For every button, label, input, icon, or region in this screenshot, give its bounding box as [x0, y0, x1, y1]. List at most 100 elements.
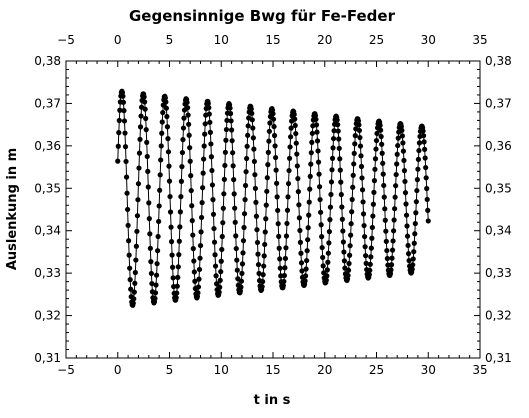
data-point	[326, 229, 333, 235]
y-tick-label-left: 0,32	[34, 309, 61, 323]
data-point	[200, 170, 206, 176]
data-point	[135, 197, 141, 203]
data-point	[197, 242, 204, 249]
data-point	[125, 222, 131, 229]
data-point	[413, 199, 419, 205]
data-point	[422, 146, 428, 152]
data-point	[324, 273, 330, 279]
data-point	[325, 250, 331, 256]
data-point	[378, 133, 384, 140]
data-point	[164, 124, 171, 130]
data-point	[341, 249, 347, 255]
data-point	[184, 99, 190, 106]
data-point	[135, 181, 142, 187]
data-point	[307, 186, 313, 192]
data-point	[330, 135, 337, 142]
data-point	[349, 209, 355, 215]
data-point	[263, 216, 269, 222]
data-point	[369, 224, 375, 231]
data-point	[191, 269, 197, 275]
data-point	[295, 175, 301, 182]
y-tick-label-left: 0,34	[34, 224, 61, 238]
data-point	[275, 207, 281, 214]
data-point	[241, 211, 248, 217]
data-point	[402, 190, 409, 196]
data-point	[192, 278, 198, 284]
data-point	[144, 153, 150, 160]
data-point	[252, 172, 258, 178]
data-point	[356, 122, 362, 128]
x-tick-label-bottom: 25	[369, 363, 384, 377]
data-point	[383, 228, 389, 234]
data-point	[197, 255, 203, 261]
data-point	[287, 144, 293, 150]
data-point	[262, 241, 268, 248]
data-point	[137, 124, 144, 130]
data-point	[292, 122, 298, 129]
data-point	[124, 190, 130, 196]
data-point	[316, 171, 322, 177]
data-point	[267, 120, 273, 126]
data-point	[363, 253, 369, 259]
data-point	[404, 223, 410, 229]
data-point	[178, 194, 184, 200]
data-point	[282, 265, 288, 271]
data-point	[144, 139, 150, 145]
data-point	[349, 196, 355, 203]
data-point	[133, 243, 139, 249]
data-point	[368, 254, 374, 260]
data-point	[132, 269, 138, 276]
data-point	[195, 290, 201, 296]
data-point	[325, 259, 331, 265]
data-point	[329, 167, 335, 173]
data-point	[399, 127, 405, 133]
data-point	[120, 93, 126, 99]
data-point	[313, 122, 320, 128]
y-tick-label-left: 0,35	[34, 181, 61, 195]
data-point	[366, 272, 372, 278]
data-point	[188, 187, 194, 194]
data-point	[238, 278, 245, 284]
data-point	[189, 218, 195, 224]
data-point	[392, 194, 398, 200]
data-point	[260, 278, 266, 285]
data-point	[122, 130, 128, 136]
data-point	[241, 224, 247, 231]
data-point	[256, 270, 262, 277]
data-point	[384, 255, 390, 262]
data-point	[218, 269, 224, 275]
data-point	[295, 189, 301, 195]
data-point	[272, 143, 278, 149]
data-point	[374, 130, 380, 137]
data-point	[232, 219, 238, 225]
data-point	[355, 118, 361, 124]
data-point	[229, 138, 235, 144]
data-point	[217, 277, 223, 283]
data-point	[298, 250, 304, 256]
data-point	[308, 150, 314, 156]
data-point	[131, 289, 137, 295]
data-point	[327, 217, 333, 223]
data-point	[233, 233, 239, 239]
data-point	[191, 258, 197, 264]
data-point	[401, 157, 407, 164]
data-point	[384, 247, 390, 254]
data-point	[305, 237, 311, 243]
y-tick-label-left: 0,31	[34, 351, 61, 365]
data-point	[126, 252, 132, 258]
x-tick-label-top: 15	[265, 33, 280, 47]
data-point	[297, 239, 304, 245]
data-point	[284, 220, 290, 227]
data-point	[274, 194, 280, 200]
data-point	[249, 117, 255, 123]
chart-title: Gegensinnige Bwg für Fe-Feder	[129, 7, 396, 25]
data-point	[389, 247, 396, 253]
data-point	[196, 266, 203, 273]
data-point	[420, 133, 427, 139]
data-point	[169, 252, 175, 258]
data-point	[163, 99, 169, 105]
data-point	[156, 203, 162, 209]
data-point	[293, 130, 299, 137]
data-point	[423, 164, 429, 171]
